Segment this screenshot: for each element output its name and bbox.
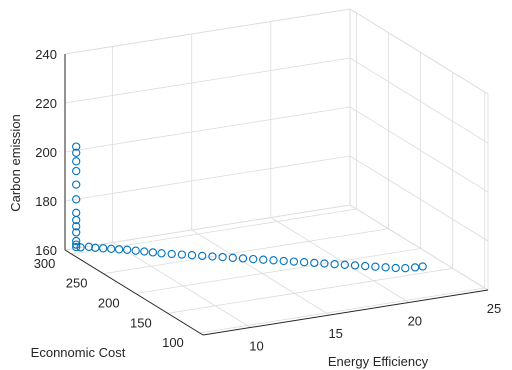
- data-point: [310, 258, 319, 268]
- data-point: [72, 180, 81, 189]
- y-tick-label: 300: [34, 256, 56, 271]
- grid-line-z-side: [349, 155, 489, 242]
- data-point: [72, 240, 81, 249]
- x-tick-label: 20: [408, 314, 422, 329]
- data-point: [340, 260, 349, 269]
- data-point: [76, 243, 85, 252]
- grid-line-z-side: [349, 204, 489, 291]
- data-point: [114, 245, 124, 254]
- data-point: [391, 263, 400, 273]
- data-point: [401, 264, 410, 273]
- data-point: [72, 222, 81, 231]
- data-point: [350, 261, 360, 270]
- grid-line-x-floor: [112, 242, 251, 328]
- data-point: [289, 257, 299, 266]
- data-point: [249, 254, 258, 264]
- data-point: [371, 262, 380, 271]
- data-point: [361, 261, 370, 271]
- z-tick-label: 160: [35, 243, 57, 258]
- data-point: [99, 244, 108, 253]
- data-point: [72, 242, 81, 252]
- y-tick-label: 100: [162, 335, 184, 350]
- axes-back-panels: [64, 8, 489, 291]
- data-point: [148, 248, 158, 257]
- axis-lines: [64, 54, 489, 336]
- grid-line-y-floor: [167, 267, 453, 314]
- grid-line-y-floor: [199, 287, 485, 334]
- grid-line-y-floor: [103, 228, 389, 275]
- grid-line-z-side: [349, 106, 489, 193]
- y-axis-label: Econnomic Cost: [31, 345, 126, 360]
- data-point: [279, 256, 288, 266]
- data-point: [187, 251, 197, 260]
- data-point: [320, 259, 329, 268]
- data-point: [208, 252, 217, 261]
- z-tick-label: 240: [35, 47, 57, 62]
- grid-line-z-side: [349, 8, 489, 95]
- y-tick-label: 150: [130, 315, 152, 330]
- grid-line-z-back: [64, 155, 351, 202]
- data-points: [72, 142, 427, 273]
- y-axis-line: [64, 249, 204, 336]
- grid-line-z-back: [64, 57, 351, 104]
- data-point: [84, 242, 94, 251]
- grid-line-y-floor: [71, 208, 357, 255]
- data-point: [418, 262, 427, 271]
- z-tick-label: 220: [35, 96, 57, 111]
- grid-line-x-floor: [270, 217, 410, 303]
- grid-line-z-back: [64, 204, 351, 251]
- data-point: [167, 249, 176, 259]
- data-point: [72, 195, 81, 204]
- data-point: [238, 254, 248, 263]
- grid-line-z-side: [349, 57, 489, 144]
- z-tick-label: 200: [35, 145, 57, 160]
- data-point: [140, 247, 149, 256]
- grid-line-y-floor: [135, 248, 421, 294]
- grid-line-z-back: [64, 106, 351, 153]
- x-tick-label: 25: [487, 301, 501, 316]
- data-point: [269, 256, 278, 265]
- x-tick-label: 15: [328, 326, 342, 341]
- data-point: [72, 157, 81, 166]
- x-axis-label: Energy Efficiency: [328, 354, 429, 369]
- data-point: [131, 246, 140, 255]
- data-point: [228, 253, 237, 262]
- data-point: [72, 166, 81, 176]
- data-point: [72, 228, 81, 237]
- data-point: [381, 263, 390, 272]
- data-point: [299, 258, 309, 267]
- data-point: [330, 260, 339, 269]
- data-point: [198, 251, 207, 261]
- x-axis-line: [202, 289, 489, 336]
- data-point: [72, 236, 81, 246]
- grid-line-x-floor: [191, 229, 330, 316]
- data-point: [177, 250, 187, 259]
- data-point: [410, 263, 420, 272]
- data-point: [91, 243, 100, 252]
- data-point: [122, 245, 132, 254]
- data-point: [218, 252, 227, 262]
- z-axis-label: Carbon emission: [8, 114, 23, 212]
- data-point: [157, 249, 166, 258]
- y-tick-label: 200: [98, 296, 120, 311]
- grid-lines: [64, 8, 489, 334]
- grid-line-z-back: [64, 8, 351, 55]
- data-point: [259, 255, 268, 264]
- y-tick-label: 250: [66, 276, 88, 291]
- data-point: [72, 148, 81, 157]
- data-point: [72, 208, 81, 217]
- x-tick-label: 10: [249, 339, 263, 354]
- z-tick-label: 180: [35, 194, 57, 209]
- data-point: [72, 142, 81, 151]
- data-point: [107, 244, 116, 253]
